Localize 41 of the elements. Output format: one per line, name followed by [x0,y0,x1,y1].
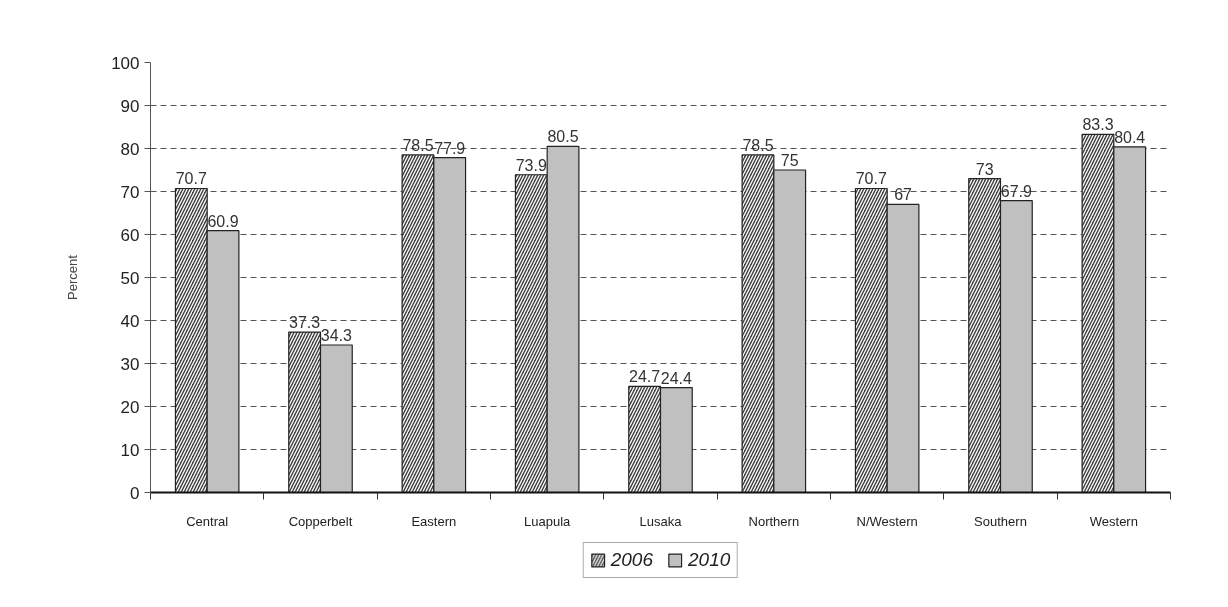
data-label: 78.5 [402,136,434,154]
x-tick-label: Western [1089,513,1138,529]
data-label: 67 [894,186,913,204]
data-label: 70.7 [855,170,887,188]
x-tick-label: N/Western [856,513,918,529]
legend-label: 2010 [688,549,731,571]
y-tick-label: 20 [120,397,140,417]
x-tick-label: Eastern [411,513,457,529]
data-label: 73 [975,160,994,178]
data-label: 24.7 [629,368,661,386]
data-label: 78.5 [742,136,774,154]
x-tick-label: Northern [748,513,800,529]
y-tick-label: 60 [120,225,140,245]
y-tick-label: 50 [120,268,140,288]
y-tick-label: 0 [130,483,140,503]
x-tick-label: Luapula [524,513,572,529]
data-label: 60.9 [207,212,239,230]
y-tick-label: 30 [120,354,140,374]
legend-label: 2006 [610,549,653,571]
data-label: 80.5 [547,128,579,146]
y-axis-title: Percent [65,254,81,300]
data-label: 83.3 [1082,116,1114,134]
data-label: 37.3 [289,314,321,332]
data-label: 34.3 [320,327,353,345]
data-label: 73.9 [515,156,547,174]
x-tick-label: Central [186,513,229,529]
y-tick-label: 80 [120,139,140,159]
data-label: 67.9 [1000,182,1033,200]
data-label: 70.7 [175,170,207,188]
x-tick-label: Copperbelt [288,513,353,529]
y-tick-label: 100 [111,53,140,73]
y-tick-label: 10 [120,440,140,460]
data-label: 77.9 [434,139,466,157]
x-tick-label: Lusaka [639,513,683,529]
y-tick-label: 90 [120,96,140,116]
x-tick-label: Southern [974,513,1027,529]
y-tick-label: 40 [120,311,140,331]
data-label: 75 [780,152,799,169]
data-label: 80.4 [1114,128,1146,146]
y-tick-label: 70 [120,182,140,202]
data-label: 24.4 [660,369,693,387]
